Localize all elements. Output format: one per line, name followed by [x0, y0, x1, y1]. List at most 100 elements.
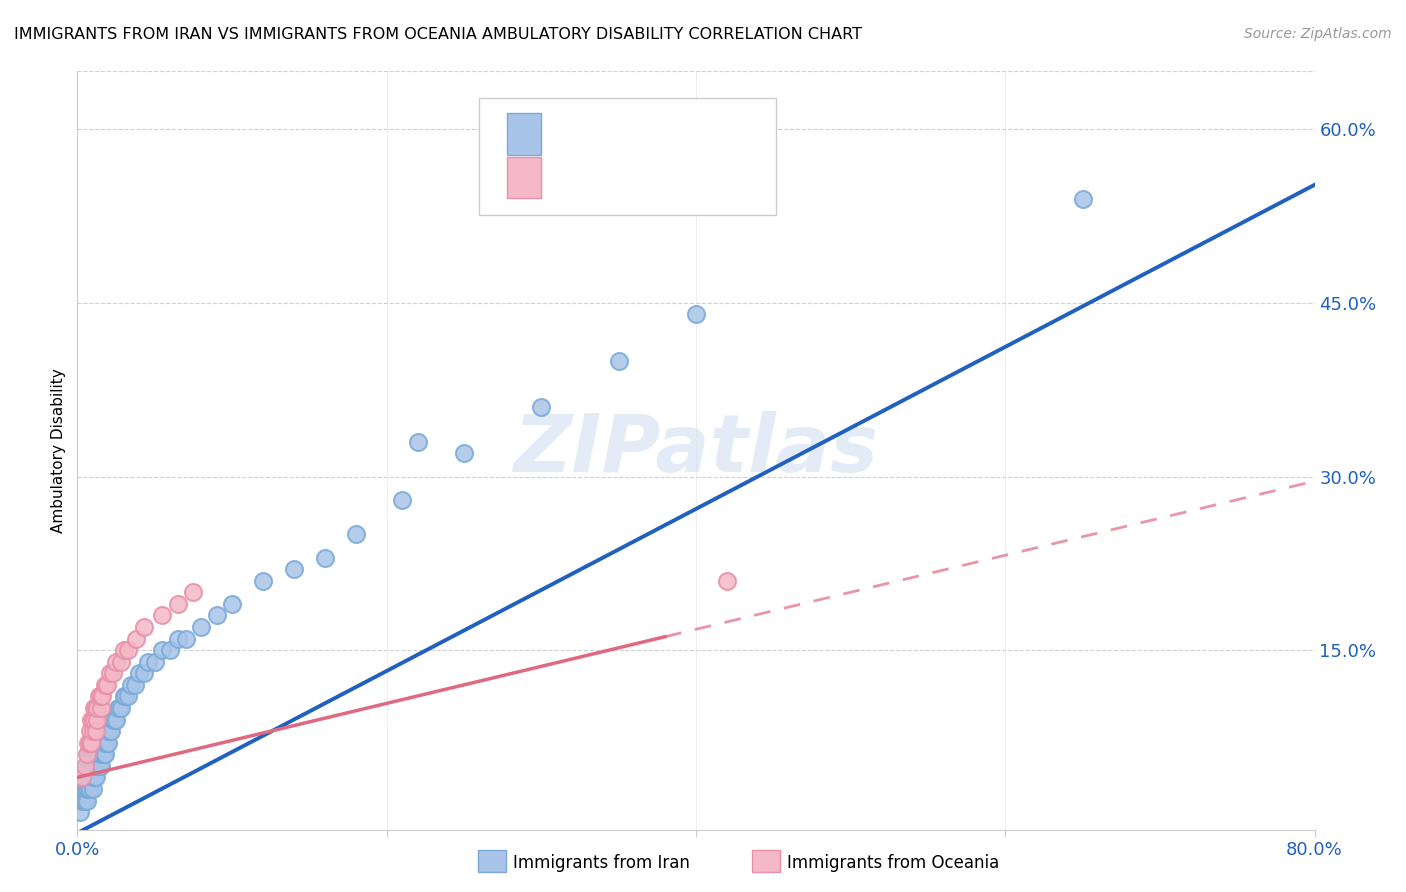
- Point: [90, 701, 111, 715]
- Point: [90, 759, 111, 773]
- Point: [82, 747, 104, 762]
- Point: [80, 713, 103, 727]
- Point: [79, 759, 101, 773]
- Text: Immigrants from Oceania: Immigrants from Oceania: [787, 855, 1000, 872]
- Point: [100, 724, 122, 739]
- Point: [114, 690, 136, 704]
- Point: [183, 585, 205, 599]
- Point: [72, 794, 94, 808]
- Point: [77, 759, 100, 773]
- Point: [110, 655, 132, 669]
- Point: [96, 724, 118, 739]
- Point: [93, 747, 115, 762]
- Point: [82, 782, 104, 797]
- Point: [132, 666, 155, 681]
- Text: IMMIGRANTS FROM IRAN VS IMMIGRANTS FROM OCEANIA AMBULATORY DISABILITY CORRELATIO: IMMIGRANTS FROM IRAN VS IMMIGRANTS FROM …: [14, 27, 862, 42]
- Point: [90, 736, 111, 750]
- Point: [107, 701, 129, 715]
- Point: [117, 690, 139, 704]
- Text: R = 0.838   N = 85: R = 0.838 N = 85: [560, 125, 745, 144]
- Point: [84, 724, 107, 739]
- Point: [82, 771, 104, 785]
- Point: [90, 747, 111, 762]
- Point: [152, 643, 174, 657]
- Point: [98, 724, 121, 739]
- Point: [685, 308, 707, 322]
- Point: [121, 678, 143, 692]
- Point: [87, 690, 110, 704]
- Point: [70, 794, 93, 808]
- Point: [70, 771, 93, 785]
- Point: [1071, 192, 1094, 206]
- Point: [86, 713, 108, 727]
- Point: [69, 805, 91, 820]
- Point: [94, 678, 117, 692]
- Point: [83, 701, 105, 715]
- Point: [84, 771, 107, 785]
- Point: [83, 759, 105, 773]
- Text: ZIPatlas: ZIPatlas: [513, 411, 879, 490]
- Point: [98, 666, 121, 681]
- FancyBboxPatch shape: [479, 98, 776, 216]
- Point: [87, 759, 110, 773]
- Point: [87, 747, 110, 762]
- Point: [124, 678, 146, 692]
- Point: [75, 759, 96, 773]
- Point: [79, 724, 101, 739]
- Point: [77, 736, 100, 750]
- Point: [76, 759, 98, 773]
- Point: [80, 771, 103, 785]
- Point: [83, 713, 105, 727]
- Point: [84, 701, 107, 715]
- Point: [152, 608, 174, 623]
- Point: [91, 736, 114, 750]
- Point: [83, 747, 105, 762]
- Point: [79, 736, 101, 750]
- Point: [91, 690, 114, 704]
- Point: [79, 771, 101, 785]
- Point: [76, 794, 98, 808]
- Point: [112, 690, 135, 704]
- Point: [174, 632, 197, 646]
- Point: [105, 655, 127, 669]
- Point: [96, 678, 118, 692]
- Point: [101, 666, 124, 681]
- Point: [128, 666, 150, 681]
- Point: [83, 771, 105, 785]
- Point: [86, 759, 108, 773]
- Point: [103, 713, 125, 727]
- Point: [94, 747, 117, 762]
- Point: [125, 632, 148, 646]
- Point: [138, 655, 160, 669]
- Text: Source: ZipAtlas.com: Source: ZipAtlas.com: [1244, 27, 1392, 41]
- Point: [159, 643, 181, 657]
- Point: [91, 747, 114, 762]
- Point: [90, 690, 111, 704]
- Point: [77, 747, 100, 762]
- Point: [716, 574, 738, 588]
- Point: [97, 736, 120, 750]
- Y-axis label: Ambulatory Disability: Ambulatory Disability: [51, 368, 66, 533]
- Point: [190, 620, 212, 634]
- Point: [167, 597, 190, 611]
- Point: [77, 782, 100, 797]
- Point: [75, 794, 96, 808]
- Point: [86, 747, 108, 762]
- Point: [314, 550, 336, 565]
- Point: [82, 736, 104, 750]
- Point: [76, 782, 98, 797]
- Point: [283, 562, 305, 576]
- Text: R = 0.348   N = 34: R = 0.348 N = 34: [560, 168, 745, 187]
- Point: [79, 747, 101, 762]
- Point: [80, 759, 103, 773]
- Point: [72, 782, 94, 797]
- Point: [80, 747, 103, 762]
- Point: [94, 736, 117, 750]
- Point: [252, 574, 274, 588]
- Point: [143, 655, 166, 669]
- Point: [344, 527, 367, 541]
- Point: [82, 724, 104, 739]
- Point: [77, 771, 100, 785]
- Point: [76, 747, 98, 762]
- Point: [101, 713, 124, 727]
